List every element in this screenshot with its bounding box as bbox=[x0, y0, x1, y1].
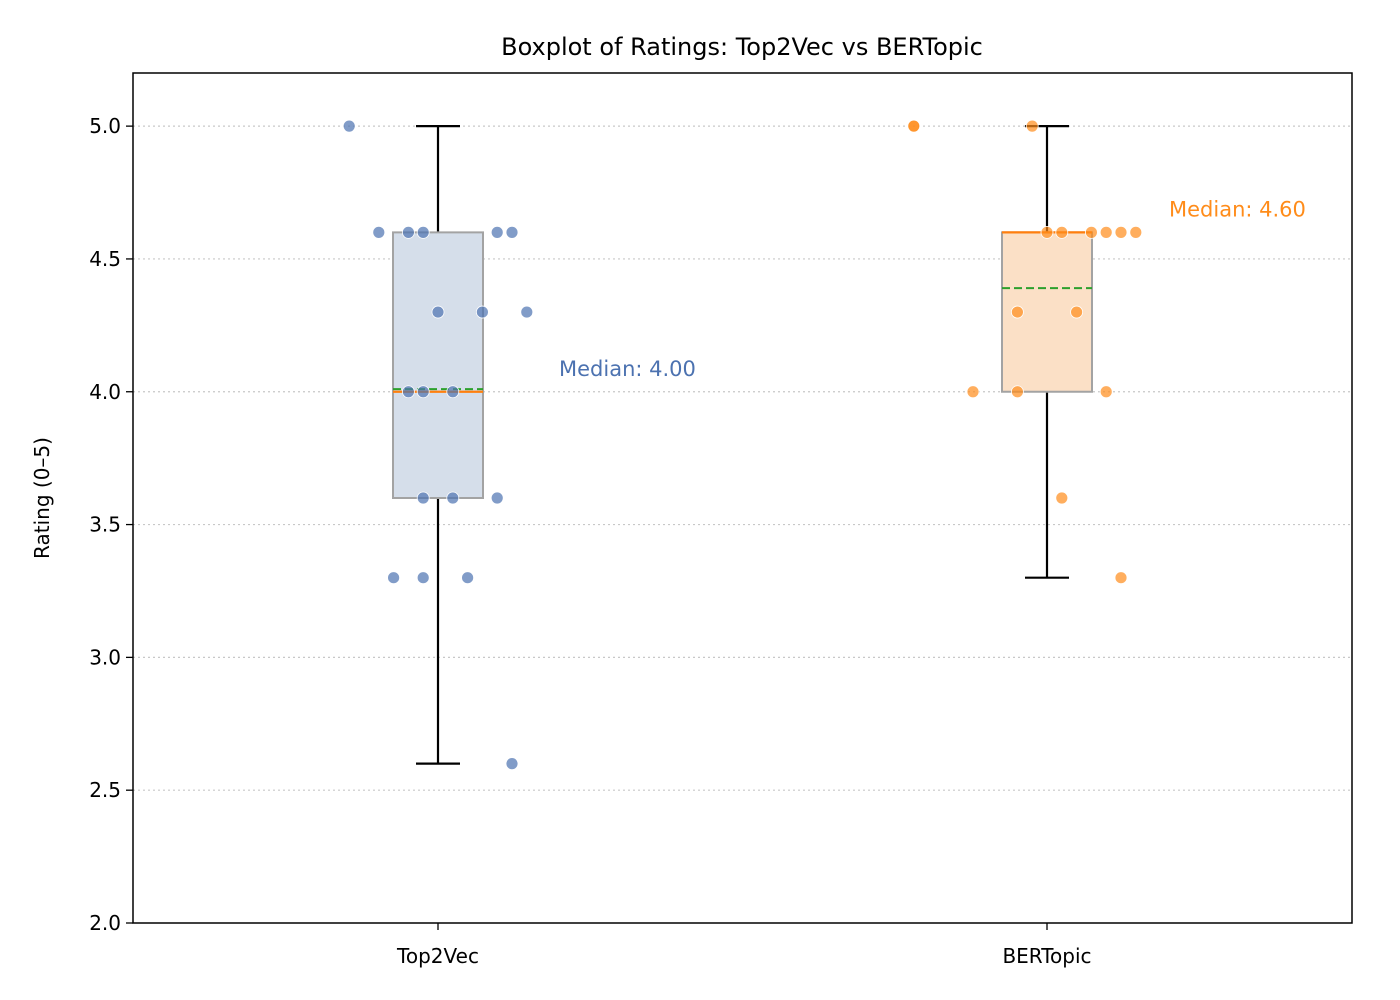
data-point bbox=[402, 226, 414, 238]
data-point bbox=[491, 492, 503, 504]
y-tick-label: 4.5 bbox=[89, 247, 121, 271]
median-annotation: Median: 4.60 bbox=[1169, 197, 1306, 221]
boxplot-chart: Boxplot of Ratings: Top2Vec vs BERTopic … bbox=[0, 0, 1400, 1000]
data-point bbox=[1056, 492, 1068, 504]
data-point bbox=[506, 226, 518, 238]
y-tick-label: 5.0 bbox=[89, 114, 121, 138]
y-tick-label: 4.0 bbox=[89, 380, 121, 404]
data-point bbox=[1130, 226, 1142, 238]
figure-background bbox=[0, 0, 1400, 1000]
data-point bbox=[491, 226, 503, 238]
data-point bbox=[447, 492, 459, 504]
data-point bbox=[1011, 386, 1023, 398]
y-axis-label: Rating (0–5) bbox=[30, 437, 54, 559]
x-tick-label: BERTopic bbox=[1002, 944, 1091, 968]
data-point bbox=[1115, 226, 1127, 238]
x-tick-label: Top2Vec bbox=[396, 944, 479, 968]
data-point bbox=[476, 306, 488, 318]
data-point bbox=[1026, 120, 1038, 132]
data-point bbox=[1100, 226, 1112, 238]
data-point bbox=[343, 120, 355, 132]
median-annotation: Median: 4.00 bbox=[559, 357, 696, 381]
data-point bbox=[1100, 386, 1112, 398]
data-point bbox=[402, 386, 414, 398]
y-tick-label: 2.5 bbox=[89, 778, 121, 802]
y-tick-label: 3.5 bbox=[89, 513, 121, 537]
data-point bbox=[417, 226, 429, 238]
data-point bbox=[521, 306, 533, 318]
data-point bbox=[462, 572, 474, 584]
data-point bbox=[967, 386, 979, 398]
data-point bbox=[1041, 226, 1053, 238]
chart-title: Boxplot of Ratings: Top2Vec vs BERTopic bbox=[501, 33, 983, 61]
data-point bbox=[1056, 226, 1068, 238]
data-point bbox=[432, 306, 444, 318]
data-point bbox=[1071, 306, 1083, 318]
data-point bbox=[506, 758, 518, 770]
box-top2vec bbox=[393, 232, 483, 498]
data-point bbox=[417, 492, 429, 504]
data-point bbox=[447, 386, 459, 398]
data-point bbox=[1085, 226, 1097, 238]
data-point bbox=[388, 572, 400, 584]
data-point bbox=[373, 226, 385, 238]
y-tick-label: 2.0 bbox=[89, 911, 121, 935]
data-point bbox=[1115, 572, 1127, 584]
data-point bbox=[417, 386, 429, 398]
data-point bbox=[908, 120, 920, 132]
data-point bbox=[417, 572, 429, 584]
y-tick-label: 3.0 bbox=[89, 645, 121, 669]
data-point bbox=[1011, 306, 1023, 318]
